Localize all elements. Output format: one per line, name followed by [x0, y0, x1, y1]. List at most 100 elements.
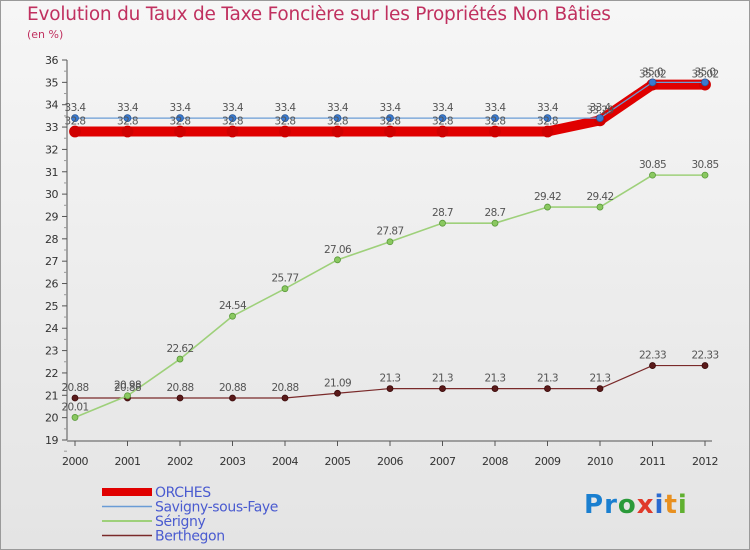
data-point [71, 394, 79, 402]
data-point [544, 385, 551, 392]
data-label: 32.8 [485, 116, 506, 128]
y-tick-label: 25 [45, 300, 58, 313]
legend-label: Sérigny [155, 514, 206, 530]
data-point [386, 114, 394, 123]
data-point [386, 385, 394, 392]
proxiti-logo: Proxiti [584, 490, 688, 520]
data-label: 25.77 [271, 273, 298, 285]
data-label: 20.98 [114, 380, 141, 392]
data-label: 33.29 [586, 104, 613, 116]
data-label: 29.42 [534, 191, 561, 203]
data-point [69, 125, 81, 138]
data-label: 33.4 [275, 102, 297, 114]
chart-title: Evolution du Taux de Taxe Foncière sur l… [27, 4, 611, 25]
logo-letter: i [677, 490, 688, 520]
data-point [279, 125, 291, 138]
data-label: 21.3 [537, 373, 558, 385]
series-layer [69, 78, 711, 421]
data-point [701, 171, 709, 179]
data-label: 33.4 [117, 102, 139, 114]
y-tick-label: 34 [45, 99, 58, 112]
data-label: 35.02 [639, 69, 666, 81]
data-point [228, 114, 237, 123]
data-point [386, 238, 394, 246]
y-tick-label: 20 [45, 412, 58, 425]
y-tick-label: 32 [45, 143, 58, 156]
data-point [333, 114, 342, 123]
data-labels: 32.8 32.8 32.8 32.8 32.8 32.8 32.8 32.8 32.8 32.8… [61, 66, 719, 413]
data-point [701, 78, 709, 87]
data-label: 32.8 [537, 116, 558, 128]
data-point [229, 312, 236, 320]
data-label: 22.33 [639, 350, 666, 362]
data-point [438, 114, 447, 123]
y-tick-label: 26 [45, 278, 58, 291]
data-label: 30.85 [639, 159, 666, 171]
data-label: 35.0 [695, 66, 716, 78]
axes: 19 20 21 22 23 24 25 26 27 28 29 30 31 32 33 34 35 36 2000… [45, 54, 719, 468]
data-label: 22.62 [166, 343, 193, 355]
data-point [176, 114, 184, 123]
x-tick-label: 2012 [692, 455, 718, 468]
data-label: 33.4 [537, 102, 559, 114]
data-label: 32.8 [432, 116, 453, 128]
data-point [281, 114, 289, 123]
x-tick-label: 2003 [220, 455, 246, 468]
logo-letter: o [617, 490, 637, 520]
x-tick-label: 2005 [325, 455, 351, 468]
data-point [543, 114, 552, 123]
x-tick-label: 2007 [430, 455, 456, 468]
data-point [489, 125, 501, 138]
y-tick-label: 22 [45, 367, 58, 380]
x-tick-label: 2004 [272, 455, 298, 468]
data-point [334, 256, 341, 264]
y-tick-label: 33 [45, 121, 58, 134]
x-tick-label: 2006 [377, 455, 403, 468]
data-label: 32.8 [380, 116, 401, 128]
x-tick-label: 2000 [62, 455, 88, 468]
y-tick-label: 27 [45, 255, 58, 268]
data-point [331, 125, 344, 138]
data-label: 32.8 [117, 116, 138, 128]
data-point [384, 125, 396, 138]
data-point [123, 114, 132, 123]
data-point [701, 362, 709, 369]
logo-letter: t [664, 490, 678, 520]
x-tick-label: 2008 [482, 455, 508, 468]
data-point [541, 125, 554, 138]
data-label: 22.33 [691, 350, 718, 362]
x-tick-label: 2010 [587, 455, 613, 468]
data-label: 29.42 [586, 191, 613, 203]
unit-label: (en %) [27, 28, 64, 41]
y-tick-label: 28 [45, 233, 58, 246]
data-point [439, 385, 446, 392]
data-label: 32.8 [65, 116, 86, 128]
data-point [491, 219, 499, 227]
x-tick-label: 2009 [535, 455, 561, 468]
data-label: 20.01 [61, 401, 88, 413]
data-label: 35.0 [642, 66, 663, 78]
data-point [281, 285, 289, 293]
data-label: 32.8 [170, 116, 191, 128]
data-point [176, 394, 184, 402]
data-label: 33.4 [432, 102, 454, 114]
data-label: 32.8 [275, 116, 296, 128]
data-point [281, 394, 289, 402]
logo-letter: r [604, 490, 618, 520]
data-label: 30.85 [691, 159, 718, 171]
data-point [491, 114, 499, 123]
data-label: 33.4 [485, 102, 507, 114]
x-tick-label: 2001 [115, 455, 141, 468]
data-point [436, 125, 449, 138]
y-tick-label: 31 [45, 166, 58, 179]
data-point [649, 171, 656, 179]
logo-letter: x [636, 490, 655, 520]
data-label: 20.88 [114, 382, 141, 394]
data-label: 21.3 [432, 373, 453, 385]
data-point [124, 392, 131, 400]
data-point [648, 78, 657, 87]
data-label: 27.87 [376, 226, 403, 238]
data-label: 20.88 [61, 382, 88, 394]
